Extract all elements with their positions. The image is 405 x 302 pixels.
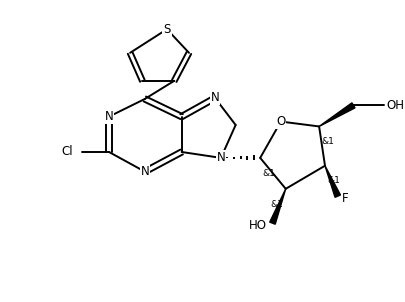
Text: OH: OH bbox=[386, 99, 403, 112]
Text: HO: HO bbox=[248, 219, 266, 232]
Text: N: N bbox=[140, 165, 149, 178]
Text: &1: &1 bbox=[321, 137, 334, 146]
Polygon shape bbox=[324, 166, 340, 197]
Text: &1: &1 bbox=[269, 200, 282, 209]
Polygon shape bbox=[269, 189, 285, 224]
Text: Cl: Cl bbox=[62, 146, 73, 159]
Text: N: N bbox=[210, 92, 219, 104]
Text: F: F bbox=[341, 192, 347, 205]
Text: &1: &1 bbox=[327, 175, 339, 185]
Polygon shape bbox=[318, 103, 354, 127]
Text: N: N bbox=[216, 151, 225, 164]
Text: S: S bbox=[163, 23, 170, 36]
Text: &1: &1 bbox=[262, 169, 275, 178]
Text: N: N bbox=[104, 110, 113, 123]
Text: O: O bbox=[275, 115, 285, 128]
